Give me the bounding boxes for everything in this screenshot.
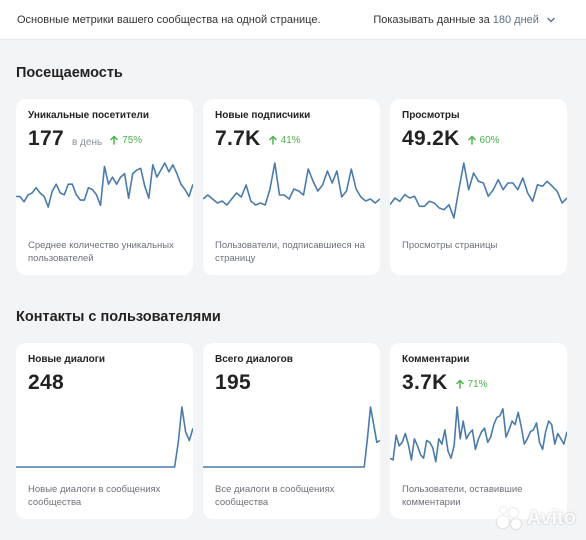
- sparkline-series: [203, 162, 380, 206]
- section-title-attendance: Посещаемость: [16, 65, 123, 81]
- metric-card-unique-visitors[interactable]: Уникальные посетители 177 в день 75% Сре…: [16, 99, 193, 275]
- chevron-down-icon: [547, 17, 555, 22]
- metric-value: 3.7K: [402, 371, 448, 394]
- metric-delta-value: 71%: [467, 378, 488, 390]
- metric-value: 195: [215, 371, 251, 394]
- sparkline-series: [16, 406, 193, 468]
- page-description: Основные метрики вашего сообщества на од…: [17, 13, 321, 26]
- avito-watermark: Avito: [496, 506, 576, 530]
- metric-delta: 71%: [455, 378, 488, 390]
- sparkline-chart: [203, 162, 380, 206]
- sparkline-chart: [390, 162, 567, 219]
- metric-value: 177: [28, 127, 64, 150]
- arrow-up-icon: [110, 135, 118, 145]
- metric-label: Новые диалоги: [28, 354, 106, 365]
- metric-card-views[interactable]: Просмотры 49.2K 60% Просмотры страницы: [390, 99, 567, 275]
- sparkline-series: [390, 406, 567, 463]
- metric-label: Новые подписчики: [215, 110, 311, 121]
- metric-description: Пользователи, оставившие комментарии: [402, 484, 523, 508]
- sparkline-series: [16, 162, 193, 208]
- sparkline-series: [203, 406, 380, 468]
- sparkline-chart: [390, 406, 567, 463]
- metric-value: 49.2K: [402, 127, 460, 150]
- metric-card-new-subscribers[interactable]: Новые подписчики 7.7K 41% Пользователи, …: [203, 99, 380, 275]
- metric-label: Комментарии: [402, 354, 470, 365]
- metric-description: Новые диалоги в сообщениях сообщества: [28, 484, 161, 508]
- metric-unit: в день: [71, 137, 103, 148]
- avito-logo-icon: [496, 506, 523, 530]
- metric-delta-value: 75%: [122, 134, 143, 146]
- period-prefix: Показывать данные за: [373, 13, 490, 26]
- period-value: 180 дней: [492, 13, 539, 26]
- metric-delta: 41%: [268, 134, 301, 146]
- metric-card-comments[interactable]: Комментарии 3.7K 71% Пользователи, остав…: [390, 343, 567, 519]
- sparkline-chart: [203, 406, 380, 468]
- arrow-up-icon: [467, 135, 476, 145]
- metric-description: Все диалоги в сообщениях сообщества: [215, 484, 335, 508]
- metric-description: Среднее количество уникальных пользовате…: [28, 240, 174, 264]
- sparkline-chart: [16, 406, 193, 468]
- metric-card-total-dialogs[interactable]: Всего диалогов 195 Все диалоги в сообщен…: [203, 343, 380, 519]
- section-title-contacts: Контакты с пользователями: [16, 309, 221, 325]
- sparkline-series: [390, 162, 567, 219]
- metric-delta-value: 60%: [479, 134, 500, 146]
- metric-delta: 75%: [110, 135, 142, 146]
- metric-card-new-dialogs[interactable]: Новые диалоги 248 Новые диалоги в сообще…: [16, 343, 193, 519]
- metric-description: Просмотры страницы: [402, 240, 498, 251]
- metric-description: Пользователи, подписавшиеся на страницу: [215, 240, 365, 264]
- sparkline-chart: [16, 162, 193, 208]
- watermark-text: Avito: [526, 506, 576, 529]
- metric-value: 248: [28, 371, 64, 394]
- arrow-up-icon: [268, 135, 277, 145]
- arrow-up-icon: [455, 379, 464, 389]
- metric-label: Уникальные посетители: [28, 110, 150, 121]
- metric-value: 7.7K: [215, 127, 261, 150]
- period-selector[interactable]: Показывать данные за 180 дней: [373, 14, 556, 26]
- metric-label: Всего диалогов: [215, 354, 293, 365]
- metric-label: Просмотры: [402, 110, 460, 121]
- top-bar: Основные метрики вашего сообщества на од…: [0, 0, 586, 40]
- metric-delta: 60%: [467, 134, 500, 146]
- metric-delta-value: 41%: [280, 134, 301, 146]
